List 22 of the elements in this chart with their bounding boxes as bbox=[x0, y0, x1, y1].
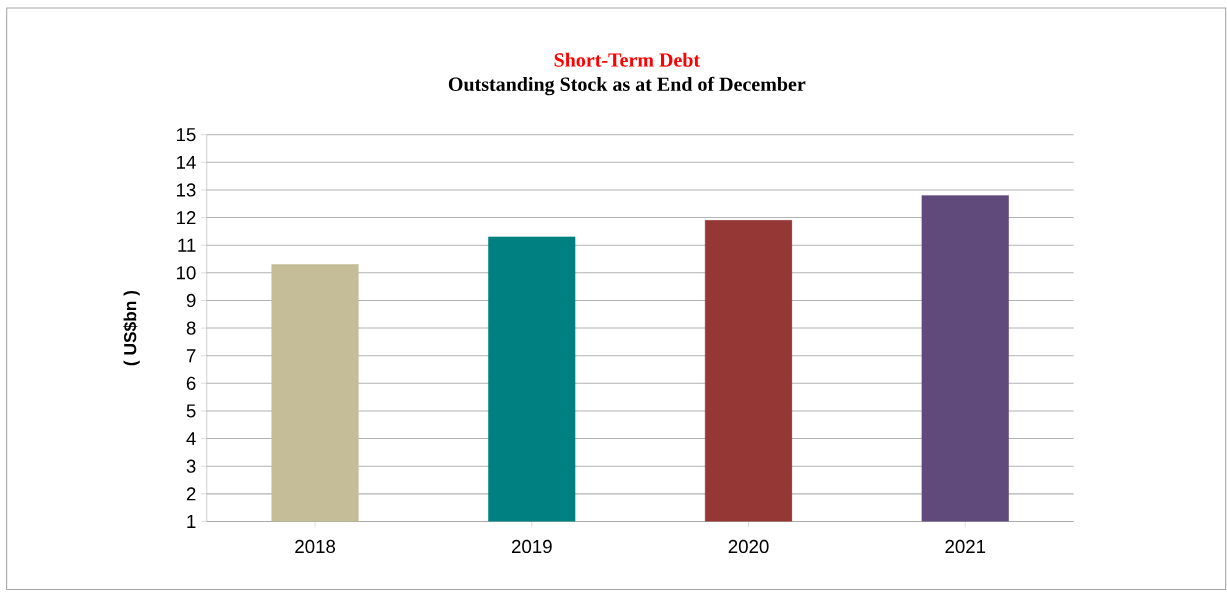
y-tick-label: 10 bbox=[176, 266, 196, 280]
chart-title: Short-Term Debt bbox=[554, 52, 700, 67]
y-tick-label: 15 bbox=[176, 128, 196, 142]
chart-subtitle: Outstanding Stock as at End of December bbox=[448, 76, 806, 96]
x-tick-label: 2019 bbox=[511, 539, 552, 554]
y-tick-label: 2 bbox=[186, 487, 196, 501]
y-tick-label: 1 bbox=[187, 514, 196, 528]
y-tick-label: 8 bbox=[186, 321, 196, 335]
y-tick-label: 11 bbox=[178, 238, 196, 252]
y-tick-label: 5 bbox=[186, 404, 196, 418]
x-tick-label: 2021 bbox=[945, 539, 986, 554]
y-axis-title: ( US$bn ) bbox=[123, 290, 140, 366]
y-tick-label: 12 bbox=[176, 210, 196, 225]
y-tick-label: 4 bbox=[186, 432, 196, 445]
y-tick-label: 13 bbox=[176, 183, 196, 197]
y-tick-label: 3 bbox=[186, 459, 196, 473]
x-tick-label: 2018 bbox=[295, 539, 336, 554]
x-tick-label: 2020 bbox=[728, 539, 769, 554]
y-tick-label: 14 bbox=[176, 155, 196, 169]
y-tick-label: 7 bbox=[186, 349, 196, 363]
y-tick-label: 9 bbox=[186, 293, 196, 307]
y-tick-label: 6 bbox=[186, 376, 196, 390]
